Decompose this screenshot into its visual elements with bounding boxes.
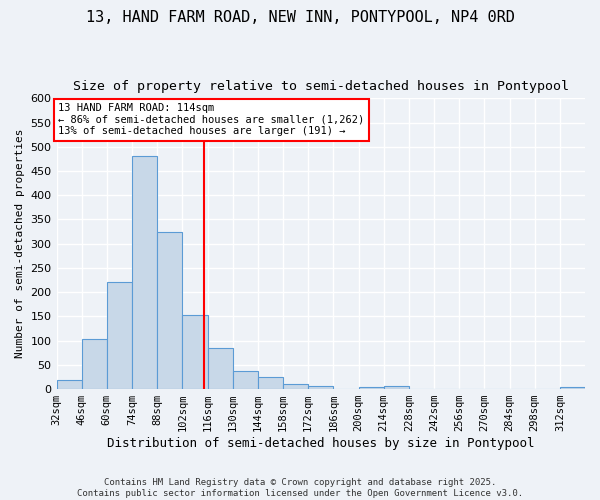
Text: 13, HAND FARM ROAD, NEW INN, PONTYPOOL, NP4 0RD: 13, HAND FARM ROAD, NEW INN, PONTYPOOL, … [86, 10, 514, 25]
Bar [182, 316, 208, 389]
Bar [107, 282, 132, 389]
Bar [383, 386, 409, 389]
Title: Size of property relative to semi-detached houses in Pontypool: Size of property relative to semi-detach… [73, 80, 569, 93]
Bar [258, 377, 283, 389]
Bar [283, 384, 308, 389]
Bar [560, 386, 585, 389]
Y-axis label: Number of semi-detached properties: Number of semi-detached properties [15, 129, 25, 358]
Bar [132, 156, 157, 389]
X-axis label: Distribution of semi-detached houses by size in Pontypool: Distribution of semi-detached houses by … [107, 437, 535, 450]
Bar [56, 380, 82, 389]
Bar [308, 386, 334, 389]
Bar [82, 339, 107, 389]
Bar [359, 386, 383, 389]
Bar [233, 370, 258, 389]
Text: 13 HAND FARM ROAD: 114sqm
← 86% of semi-detached houses are smaller (1,262)
13% : 13 HAND FARM ROAD: 114sqm ← 86% of semi-… [58, 103, 365, 136]
Text: Contains HM Land Registry data © Crown copyright and database right 2025.
Contai: Contains HM Land Registry data © Crown c… [77, 478, 523, 498]
Bar [208, 348, 233, 389]
Bar [157, 232, 182, 389]
